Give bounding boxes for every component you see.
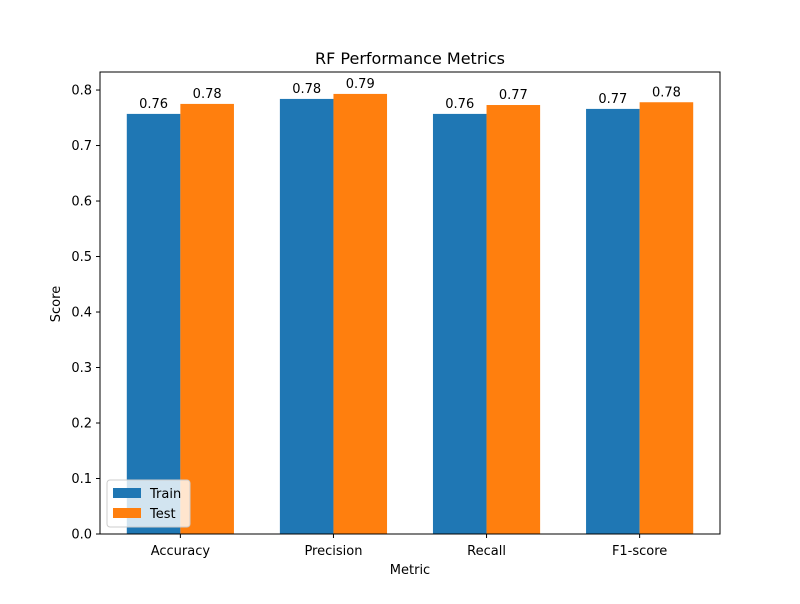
legend-swatch-test <box>113 508 141 518</box>
bar-value-label: 0.76 <box>445 97 474 112</box>
y-tick-label: 0.0 <box>71 528 92 543</box>
x-tick-label: F1-score <box>612 544 667 559</box>
bar-test-f1-score <box>639 102 694 534</box>
bar-value-label: 0.79 <box>346 77 375 92</box>
y-axis-label: Score <box>49 286 64 322</box>
y-tick-label: 0.8 <box>71 84 92 99</box>
bar-value-label: 0.78 <box>193 87 222 102</box>
bar-value-label: 0.78 <box>292 82 321 97</box>
bar-value-label: 0.77 <box>598 92 627 107</box>
x-tick-label: Accuracy <box>151 544 211 559</box>
bar-test-precision <box>333 93 388 535</box>
y-tick-label: 0.6 <box>71 195 92 210</box>
y-tick-label: 0.7 <box>71 139 92 154</box>
bar-train-accuracy <box>126 113 181 535</box>
y-tick-label: 0.2 <box>71 417 92 432</box>
chart-title: RF Performance Metrics <box>315 49 505 68</box>
legend-swatch-train <box>113 488 141 498</box>
bar-test-recall <box>486 105 541 535</box>
plot-area: 0.76 0.78 0.76 0.77 0.78 0.79 0.77 0.78 0.0 0.1 0.… <box>71 71 721 559</box>
x-axis-label: Metric <box>390 563 430 578</box>
bar-value-label: 0.77 <box>499 88 528 103</box>
bar-train-precision <box>279 98 334 535</box>
bar-test-accuracy <box>180 103 234 534</box>
y-tick-label: 0.5 <box>71 250 92 265</box>
bar-train-f1-score <box>586 108 640 535</box>
x-tick-label: Recall <box>467 544 506 559</box>
bar-value-label: 0.76 <box>139 97 168 112</box>
legend-label-test: Test <box>149 507 176 522</box>
y-tick-label: 0.3 <box>71 361 92 376</box>
axes-frame <box>99 71 721 535</box>
y-tick-label: 0.4 <box>71 306 92 321</box>
y-tick-label: 0.1 <box>71 472 92 487</box>
legend: Train Test <box>106 479 191 528</box>
x-tick-label: Precision <box>304 544 362 559</box>
bar-value-label: 0.78 <box>652 85 681 100</box>
legend-label-train: Train <box>149 487 181 502</box>
bar-train-recall <box>432 113 487 535</box>
